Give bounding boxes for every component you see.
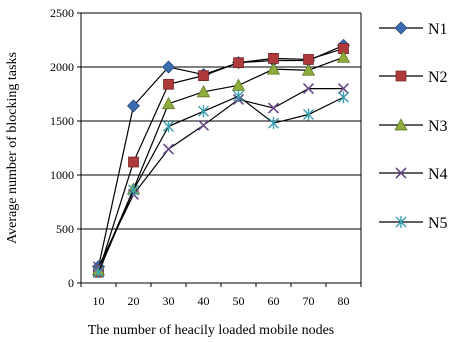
point-n4-80 (337, 83, 350, 95)
legend: N1 N2 N3 N4 N5 (379, 21, 448, 232)
legend-label-n3: N3 (428, 118, 448, 135)
plot-area (80, 13, 362, 284)
point-n2-50 (233, 57, 244, 69)
legend-item-n4: N4 (379, 166, 448, 183)
legend-label-n2: N2 (428, 69, 448, 86)
point-n1-20 (127, 99, 140, 113)
point-n2-70 (303, 54, 314, 65)
point-n5-60 (268, 117, 279, 130)
x-tick-label-50: 50 (233, 294, 245, 308)
point-n2-60 (268, 53, 279, 64)
y-tick-label-0: 0 (68, 276, 74, 290)
x-tick-label-60: 60 (268, 294, 280, 308)
series-n2 (93, 43, 349, 278)
series-line-n3 (97, 56, 344, 271)
point-n4-40 (197, 119, 210, 131)
series-line-n2 (97, 48, 344, 273)
point-n3-60 (266, 62, 281, 75)
legend-label-n4: N4 (428, 166, 448, 183)
x-tick-label-20: 20 (128, 294, 140, 308)
legend-label-n5: N5 (428, 215, 448, 232)
point-n4-70 (302, 83, 315, 95)
point-n4-30 (162, 143, 175, 155)
x-tick-label-10: 10 (93, 294, 105, 308)
point-n2-40 (198, 70, 209, 81)
x-tick-label-70: 70 (303, 294, 315, 308)
y-tick-label-2000: 2000 (50, 60, 74, 74)
legend-label-n1: N1 (428, 21, 448, 38)
point-n2-20 (128, 156, 139, 168)
legend-marker-n1 (394, 21, 408, 35)
legend-marker-n2 (395, 70, 407, 82)
point-n3-70 (301, 63, 316, 76)
legend-item-n2: N2 (379, 69, 448, 86)
point-n5-70 (303, 108, 314, 121)
series-n5 (93, 90, 349, 279)
point-n5-10 (93, 266, 104, 279)
x-axis-ticks: 10 20 30 40 50 60 70 80 (80, 283, 362, 308)
point-n5-20 (128, 184, 139, 197)
point-n4-60 (267, 102, 280, 114)
legend-marker-n4 (395, 167, 407, 179)
point-n3-80 (336, 50, 351, 63)
legend-item-n5: N5 (379, 215, 448, 232)
x-tick-label-40: 40 (198, 294, 210, 308)
y-tick-label-1000: 1000 (50, 168, 74, 182)
y-tick-label-500: 500 (56, 222, 74, 236)
series-line-n5 (97, 95, 344, 273)
point-n3-50 (231, 78, 246, 91)
point-n3-30 (161, 96, 176, 110)
point-n5-40 (198, 105, 209, 118)
y-axis-ticks: 0 500 1000 1500 2000 2500 (50, 6, 81, 290)
point-n2-30 (163, 78, 174, 90)
point-n5-30 (163, 120, 174, 133)
point-n5-80 (338, 91, 349, 104)
y-axis-title: Average number of blocking tasks (5, 52, 20, 244)
point-n1-30 (162, 60, 175, 74)
legend-marker-n5 (395, 216, 407, 228)
legend-item-n1: N1 (379, 21, 448, 38)
y-tick-label-1500: 1500 (50, 114, 74, 128)
series-group (91, 38, 351, 279)
gridlines (81, 12, 361, 230)
series-line-n4 (97, 87, 344, 268)
series-line-n1 (97, 44, 344, 267)
x-axis-title: The number of heacily loaded mobile node… (88, 323, 334, 338)
point-n3-40 (196, 85, 211, 98)
x-tick-label-30: 30 (163, 294, 175, 308)
legend-item-n3: N3 (379, 118, 448, 135)
point-n5-50 (233, 90, 244, 103)
y-tick-label-2500: 2500 (50, 6, 74, 20)
x-tick-label-80: 80 (338, 294, 350, 308)
legend-marker-n3 (394, 118, 408, 131)
